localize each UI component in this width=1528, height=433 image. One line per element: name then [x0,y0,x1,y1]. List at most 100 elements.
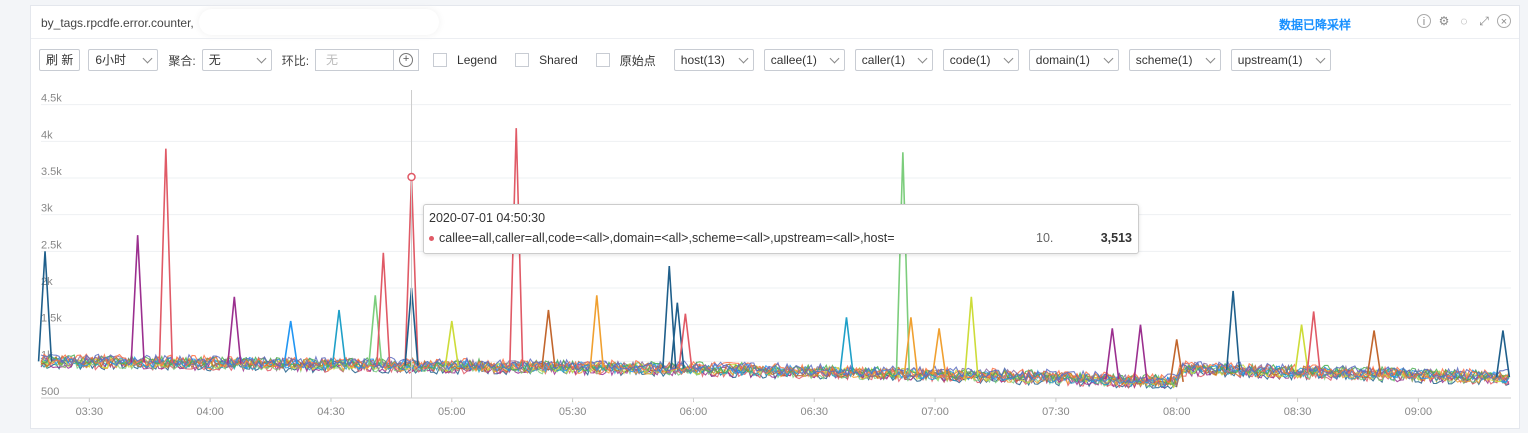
series-spike [1105,328,1120,380]
panel-header: by_tags.rpcdfe.error.counter, 数据已降采样 i ⚙… [31,6,1519,39]
shared-label: Shared [539,53,578,67]
tooltip-series-row: callee=all,caller=all,code=<all>,domain=… [429,231,895,245]
tooltip-time: 2020-07-01 04:50:30 [429,211,546,225]
legend-checkbox[interactable] [433,53,448,67]
x-tick-label: 07:00 [921,406,949,418]
agg-select[interactable]: 无 [201,49,272,71]
y-tick-label: 4k [41,129,53,141]
series-spike [158,148,174,363]
chevron-down-icon [1003,53,1014,63]
raw-points-toggle[interactable]: 原始点 [595,52,656,69]
series-spike [1294,324,1309,372]
y-tick-label: 500 [41,386,59,398]
chevron-down-icon [1103,53,1114,63]
y-tick-label: 4.5k [41,93,62,105]
series-spike [903,317,919,375]
y-tick-label: 3.5k [41,166,62,178]
filter-host[interactable]: host(13) [673,49,754,71]
series-line [40,353,1510,384]
series-spike [1495,330,1511,378]
series-spike [839,317,854,373]
agg-value: 无 [208,53,221,67]
filter-label: callee(1) [770,53,817,67]
legend-label: Legend [457,53,498,67]
series-spike [662,265,677,369]
x-tick-label: 05:00 [438,406,466,418]
series-spike [964,296,979,376]
chart-panel: by_tags.rpcdfe.error.counter, 数据已降采样 i ⚙… [30,5,1520,429]
series-spike [1366,330,1382,374]
chevron-down-icon [829,53,840,63]
x-tick-label: 04:00 [196,406,224,418]
filter-caller[interactable]: caller(1) [854,49,933,71]
series-spike [283,320,298,365]
series-spike [541,309,556,368]
series-spike [931,328,947,375]
filter-callee[interactable]: callee(1) [763,49,845,71]
time-range-select[interactable]: 6小时 [88,49,159,71]
filter-upstream[interactable]: upstream(1) [1230,49,1331,71]
add-compare-button[interactable]: + [393,49,420,71]
header-actions: i ⚙ ◌ ⤢ × [1417,14,1511,28]
filter-domain[interactable]: domain(1) [1028,49,1119,71]
raw-points-checkbox[interactable] [595,53,610,67]
tooltip-value: 3,513 [1100,231,1132,245]
series-spike [678,313,693,369]
filter-code[interactable]: code(1) [942,49,1019,71]
x-tick-label: 07:30 [1042,406,1070,418]
series-spike [589,295,605,368]
chevron-down-icon [256,53,267,63]
series-spike [1225,290,1241,371]
compare-input[interactable]: 无 [315,49,394,71]
series-spike [1169,339,1184,382]
hover-tooltip: 2020-07-01 04:50:30 callee=all,caller=al… [423,204,1139,254]
y-tick-label: 2.5k [41,239,62,251]
x-tick-label: 06:30 [800,406,828,418]
refresh-button[interactable]: 刷 新 [39,49,81,71]
close-icon[interactable]: × [1497,14,1511,28]
tooltip-series-label: callee=all,caller=all,code=<all>,domain=… [439,231,895,245]
shared-toggle[interactable]: Shared [515,53,578,67]
series-spike [376,252,391,366]
legend-toggle[interactable]: Legend [433,53,497,67]
raw-points-label: 原始点 [619,53,656,68]
series-color-dot [429,236,434,242]
panel-title: by_tags.rpcdfe.error.counter, [41,16,194,30]
x-tick-label: 08:30 [1284,406,1312,418]
series-line [40,354,1510,386]
x-tick-label: 03:30 [76,406,104,418]
filter-label: domain(1) [1035,53,1090,67]
tooltip-host-partial: 10. [1036,231,1054,245]
gear-icon[interactable]: ⚙ [1438,14,1450,28]
series-spike [444,320,460,367]
series-spike [331,309,347,365]
series-spike [130,235,145,363]
series-spike [368,295,383,366]
expand-icon[interactable]: ⤢ [1479,14,1489,28]
filter-label: caller(1) [861,53,906,67]
shared-checkbox[interactable] [515,53,530,67]
downsample-notice: 数据已降采样 [1278,18,1351,32]
info-icon[interactable]: i [1417,14,1431,28]
chevron-down-icon [738,53,749,63]
x-tick-label: 04:30 [317,406,345,418]
filter-label: code(1) [949,53,991,67]
x-tick-label: 08:00 [1163,406,1191,418]
compare-label: 环比: [281,53,310,68]
plus-icon: + [399,53,414,67]
filter-scheme[interactable]: scheme(1) [1128,49,1221,71]
filter-label: scheme(1) [1135,53,1193,67]
x-tick-label: 09:00 [1405,406,1433,418]
eye-off-icon[interactable]: ◌ [1460,14,1468,28]
chevron-down-icon [917,53,928,63]
x-tick-label: 05:30 [559,406,587,418]
filter-label: upstream(1) [1237,53,1303,67]
y-tick-label: 3k [41,203,53,215]
series-spike [227,296,242,364]
series-spike [895,152,911,374]
series-spike [1306,311,1321,373]
redaction-mask [199,9,439,35]
agg-label: 聚合: [168,53,196,68]
time-range-value: 6小时 [95,53,127,67]
